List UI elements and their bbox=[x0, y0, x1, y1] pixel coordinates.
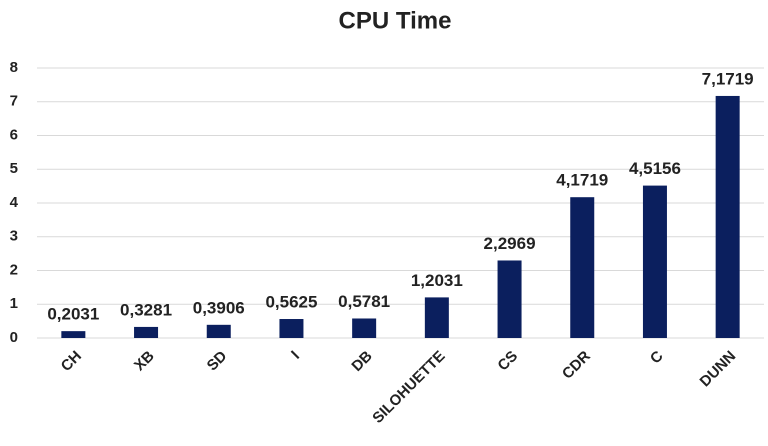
x-tick-label: CS bbox=[494, 348, 521, 375]
x-tick-label: SD bbox=[204, 348, 231, 375]
y-tick-label: 6 bbox=[10, 126, 18, 143]
y-tick-label: 3 bbox=[10, 228, 18, 245]
y-tick-label: 0 bbox=[10, 329, 18, 346]
value-label: 4,1719 bbox=[556, 171, 608, 190]
value-label: 7,1719 bbox=[702, 69, 754, 88]
chart-title: CPU Time bbox=[339, 7, 452, 34]
x-tick-label: CH bbox=[58, 348, 85, 375]
x-tick-label: DUNN bbox=[697, 348, 740, 391]
y-tick-label: 8 bbox=[10, 59, 18, 76]
y-tick-label: 5 bbox=[10, 160, 18, 177]
x-tick-label: DB bbox=[348, 348, 375, 375]
x-tick-label: SILOHUETTE bbox=[369, 348, 448, 427]
bar bbox=[715, 95, 740, 339]
value-label: 2,2969 bbox=[484, 234, 536, 253]
bar bbox=[642, 185, 667, 338]
value-label: 4,5156 bbox=[629, 159, 681, 178]
x-tick-label: XB bbox=[131, 348, 158, 375]
x-tick-label: I bbox=[288, 348, 303, 363]
y-tick-label: 1 bbox=[10, 295, 18, 312]
y-tick-label: 7 bbox=[10, 93, 18, 110]
bar bbox=[570, 197, 595, 338]
value-label: 0,3281 bbox=[120, 300, 172, 319]
value-label: 0,5625 bbox=[265, 293, 317, 312]
bar bbox=[279, 319, 304, 338]
y-tick-label: 4 bbox=[10, 194, 19, 211]
value-label: 0,5781 bbox=[338, 292, 390, 311]
x-tick-label: C bbox=[647, 348, 667, 368]
bar bbox=[497, 260, 522, 338]
bar bbox=[424, 297, 449, 338]
value-label: 1,2031 bbox=[411, 271, 463, 290]
y-tick-label: 2 bbox=[10, 261, 18, 278]
x-tick-label: CDR bbox=[559, 347, 594, 382]
bar bbox=[352, 318, 377, 338]
bar bbox=[134, 326, 159, 338]
value-label: 0,3906 bbox=[193, 298, 245, 317]
value-label: 0,2031 bbox=[47, 305, 99, 324]
bar bbox=[206, 324, 231, 338]
bar bbox=[61, 331, 86, 338]
